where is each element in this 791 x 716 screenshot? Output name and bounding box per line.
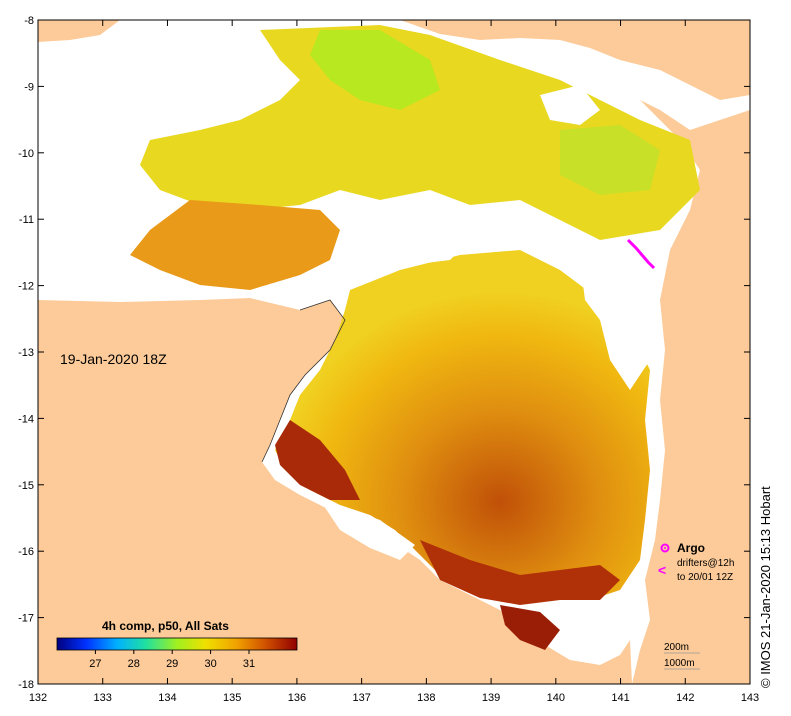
legend: Argo < drifters@12h to 20/01 12Z xyxy=(658,541,734,583)
y-tick-label: -9 xyxy=(24,81,34,93)
y-tick-label: -14 xyxy=(18,413,34,425)
y-tick-label: -17 xyxy=(18,613,34,625)
drifters-label-line1: drifters@12h xyxy=(677,558,734,569)
x-tick-label: 132 xyxy=(29,692,47,704)
x-tick-label: 139 xyxy=(482,692,500,704)
nodata-patch-3 xyxy=(320,500,415,560)
contour-200m-label: 200m xyxy=(664,642,689,653)
colorbar-tick-label: 27 xyxy=(89,658,101,670)
coastline-hint xyxy=(261,299,346,463)
land-new-guinea xyxy=(400,20,750,100)
land-northwest xyxy=(38,20,120,42)
timestamp-label: 19-Jan-2020 18Z xyxy=(60,351,167,367)
x-tick-label: 136 xyxy=(288,692,306,704)
nodata-patch-4 xyxy=(540,85,600,125)
sst-north-green xyxy=(310,30,440,110)
colorbar-tick-label: 31 xyxy=(243,658,255,670)
sst-warm-bottom xyxy=(500,605,560,650)
y-tick-label: -11 xyxy=(19,214,34,226)
colorbar-tick-label: 30 xyxy=(204,658,216,670)
x-tick-label: 135 xyxy=(223,692,241,704)
colorbar: 4h comp, p50, All Sats 27 28 29 30 31 xyxy=(56,619,298,670)
contour-1000m-label: 1000m xyxy=(664,658,695,669)
drifter-arrow-icon: < xyxy=(658,562,666,578)
drifters-label-line2: to 20/01 12Z xyxy=(677,572,733,583)
land-northern-territory xyxy=(38,298,632,684)
sst-warm-south xyxy=(420,540,620,605)
y-tick-label: -15 xyxy=(18,480,34,492)
sst-west-band xyxy=(130,200,340,290)
sst-north-band xyxy=(140,25,700,240)
x-tick-label: 141 xyxy=(611,692,629,704)
sst-warm-southwest xyxy=(275,420,360,500)
colorbar-tick-label: 28 xyxy=(128,658,140,670)
x-tick-label: 138 xyxy=(417,692,435,704)
x-tick-label: 142 xyxy=(676,692,694,704)
y-tick-label: -18 xyxy=(18,679,34,691)
land-cape-york xyxy=(632,100,750,684)
x-axis: 132 133 134 135 136 137 138 139 140 141 142 143 xyxy=(29,20,759,704)
x-tick-label: 137 xyxy=(352,692,370,704)
contour-legend: 200m 1000m xyxy=(664,642,700,670)
sst-northeast-green xyxy=(560,125,660,195)
colorbar-gradient xyxy=(56,637,298,651)
y-tick-label: -13 xyxy=(18,347,34,359)
y-tick-label: -10 xyxy=(18,148,34,160)
y-tick-label: -12 xyxy=(18,281,34,293)
sst-gulf xyxy=(275,250,650,600)
colorbar-tick-label: 29 xyxy=(166,658,178,670)
argo-label: Argo xyxy=(677,541,705,555)
nodata-patch-1 xyxy=(580,260,655,390)
x-tick-label: 143 xyxy=(741,692,759,704)
x-tick-label: 133 xyxy=(94,692,112,704)
x-tick-label: 140 xyxy=(547,692,565,704)
colorbar-title: 4h comp, p50, All Sats xyxy=(102,619,229,633)
y-tick-label: -16 xyxy=(18,546,34,558)
y-tick-label: -8 xyxy=(24,15,34,27)
drifter-track xyxy=(626,238,656,270)
credit-label: © IMOS 21-Jan-2020 15:13 Hobart xyxy=(758,486,773,688)
nodata-patch-2 xyxy=(380,225,470,265)
x-tick-label: 134 xyxy=(158,692,176,704)
argo-icon xyxy=(660,543,670,553)
y-axis: -8 -9 -10 -11 -12 -13 -14 -15 -16 -17 -18 xyxy=(18,15,750,691)
